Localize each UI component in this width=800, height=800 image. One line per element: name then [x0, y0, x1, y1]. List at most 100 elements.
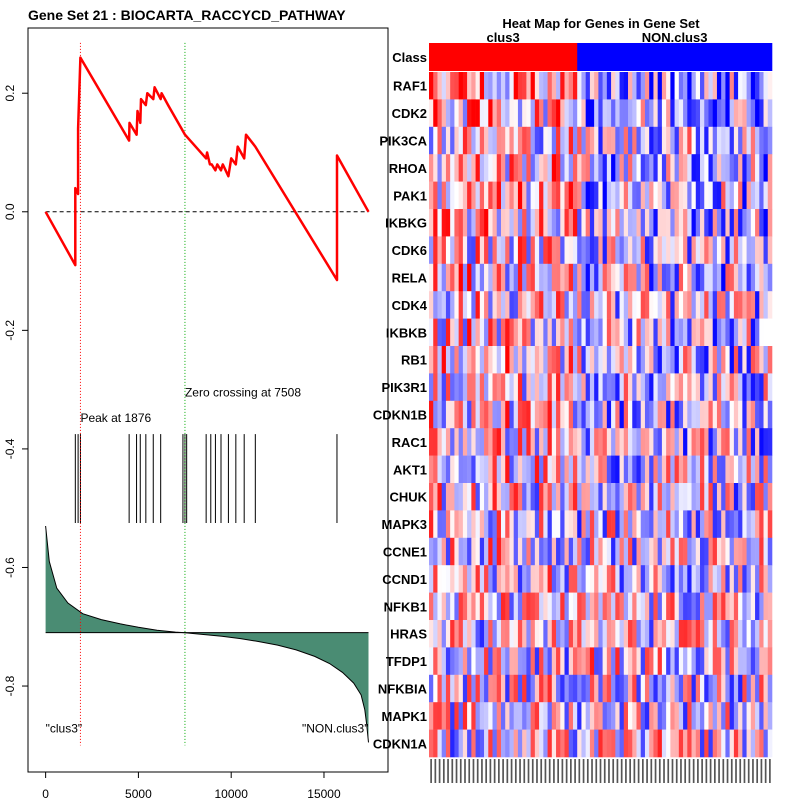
- heatmap-cell: [467, 291, 472, 319]
- heatmap-cell: [450, 181, 455, 210]
- heatmap-cell: [577, 154, 582, 182]
- heatmap-cell: [708, 400, 714, 429]
- heatmap-cell: [505, 537, 510, 566]
- heatmap-cell: [522, 400, 527, 429]
- heatmap-cell: [458, 318, 464, 347]
- heatmap-cell: [759, 565, 764, 593]
- heatmap-cell: [547, 318, 553, 347]
- heatmap-cell: [530, 729, 536, 758]
- heatmap-cell: [746, 373, 752, 402]
- heatmap-cell: [632, 400, 637, 429]
- heatmap-cell: [458, 373, 464, 402]
- heatmap-cell: [572, 209, 578, 237]
- heatmap-cell: [742, 537, 747, 566]
- heatmap-cell: [611, 455, 616, 484]
- heatmap-cell: [445, 209, 451, 237]
- heatmap-cell: [585, 702, 591, 730]
- heatmap-cell: [657, 428, 663, 456]
- heatmap-cell: [564, 510, 570, 539]
- heatmap-cell: [534, 483, 540, 511]
- sample-label-mark: [663, 759, 665, 783]
- heatmap-cell: [767, 291, 773, 319]
- heatmap-cell: [594, 373, 599, 402]
- heatmap-cell: [767, 674, 773, 703]
- heatmap-cell: [522, 291, 527, 319]
- heatmap-cell: [462, 592, 468, 621]
- heatmap-cell: [683, 72, 688, 100]
- heatmap-cell: [644, 373, 650, 402]
- heatmap-cell: [534, 674, 540, 703]
- heatmap-cell: [564, 647, 570, 676]
- heatmap-cell: [500, 72, 506, 100]
- heatmap-cell: [505, 291, 510, 319]
- heatmap-cell: [763, 455, 769, 484]
- heatmap-cell: [484, 72, 489, 100]
- heatmap-cell: [522, 455, 527, 484]
- heatmap-cell: [522, 346, 527, 374]
- heatmap-cell: [733, 346, 739, 374]
- heatmap-cell: [674, 263, 680, 292]
- heatmap-cell: [479, 291, 485, 319]
- heatmap-cell: [742, 99, 747, 128]
- heatmap-cell: [649, 209, 654, 237]
- heatmap-cell: [445, 483, 451, 511]
- heatmap-cell: [513, 291, 519, 319]
- heatmap-cell: [568, 126, 574, 155]
- heatmap-cell: [433, 346, 438, 374]
- heatmap-cell: [670, 154, 675, 182]
- heatmap-cell: [632, 291, 637, 319]
- heatmap-cell: [522, 428, 527, 456]
- heatmap-cell: [539, 346, 544, 374]
- heatmap-cell: [509, 154, 514, 182]
- sample-label-mark: [701, 759, 703, 783]
- heatmap-cell: [445, 510, 451, 539]
- heatmap-cell: [462, 346, 468, 374]
- heatmap-cell: [721, 455, 726, 484]
- heatmap-cell: [733, 565, 739, 593]
- heatmap-cell: [687, 428, 692, 456]
- heatmap-cell: [585, 483, 591, 511]
- heatmap-cell: [636, 729, 642, 758]
- sample-label-mark: [616, 759, 619, 783]
- heatmap-cell: [712, 318, 718, 347]
- heatmap-cell: [585, 537, 591, 566]
- heatmap-cell: [640, 236, 646, 265]
- heatmap-cell: [513, 510, 519, 539]
- gene-label-cdkn1b: CDKN1B: [373, 408, 427, 423]
- heatmap-cell: [445, 400, 451, 429]
- heatmap-cell: [517, 400, 523, 429]
- heatmap-cell: [556, 428, 561, 456]
- heatmap-cell: [500, 565, 506, 593]
- heatmap-cell: [721, 537, 726, 566]
- heatmap-cell: [657, 483, 663, 511]
- heatmap-cell: [683, 291, 688, 319]
- heatmap-cell: [661, 346, 667, 374]
- heatmap-cell: [437, 565, 442, 593]
- heatmap-cell: [653, 702, 658, 730]
- heatmap-cell: [534, 181, 540, 210]
- heatmap-cell: [700, 209, 705, 237]
- heatmap-cell: [746, 647, 752, 676]
- heatmap-cell: [445, 702, 451, 730]
- heatmap-cell: [640, 99, 646, 128]
- heatmap-cell: [746, 620, 752, 648]
- heatmap-cell: [729, 674, 735, 703]
- heatmap-cell: [746, 236, 752, 265]
- heatmap-cell: [505, 702, 510, 730]
- heatmap-cell: [700, 126, 705, 155]
- heatmap-cell: [644, 181, 650, 210]
- heatmap-cell: [572, 647, 578, 676]
- heatmap-cell: [602, 373, 608, 402]
- heatmap-cell: [488, 373, 493, 402]
- heatmap-cell: [666, 428, 671, 456]
- heatmap-cell: [496, 181, 502, 210]
- heatmap-cell: [467, 373, 472, 402]
- heatmap-cell: [649, 674, 654, 703]
- heatmap-cell: [632, 729, 637, 758]
- heatmap-cell: [564, 263, 570, 292]
- heatmap-cell: [488, 99, 493, 128]
- heatmap-cell: [623, 154, 629, 182]
- heatmap-cell: [560, 346, 565, 374]
- heatmap-cell: [509, 291, 514, 319]
- heatmap-cell: [716, 455, 722, 484]
